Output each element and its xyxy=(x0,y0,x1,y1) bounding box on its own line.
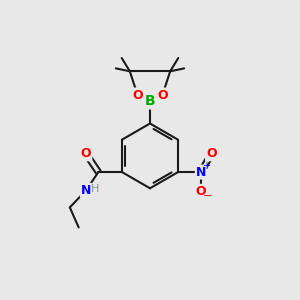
Text: −: − xyxy=(203,191,212,201)
Text: O: O xyxy=(157,88,168,101)
Text: O: O xyxy=(132,88,143,101)
Text: O: O xyxy=(206,147,217,160)
Text: N: N xyxy=(81,184,91,197)
Text: B: B xyxy=(145,94,155,108)
Text: N: N xyxy=(196,166,206,178)
Text: O: O xyxy=(196,185,206,198)
Text: +: + xyxy=(202,161,210,171)
Text: O: O xyxy=(81,147,91,160)
Text: H: H xyxy=(91,184,99,194)
